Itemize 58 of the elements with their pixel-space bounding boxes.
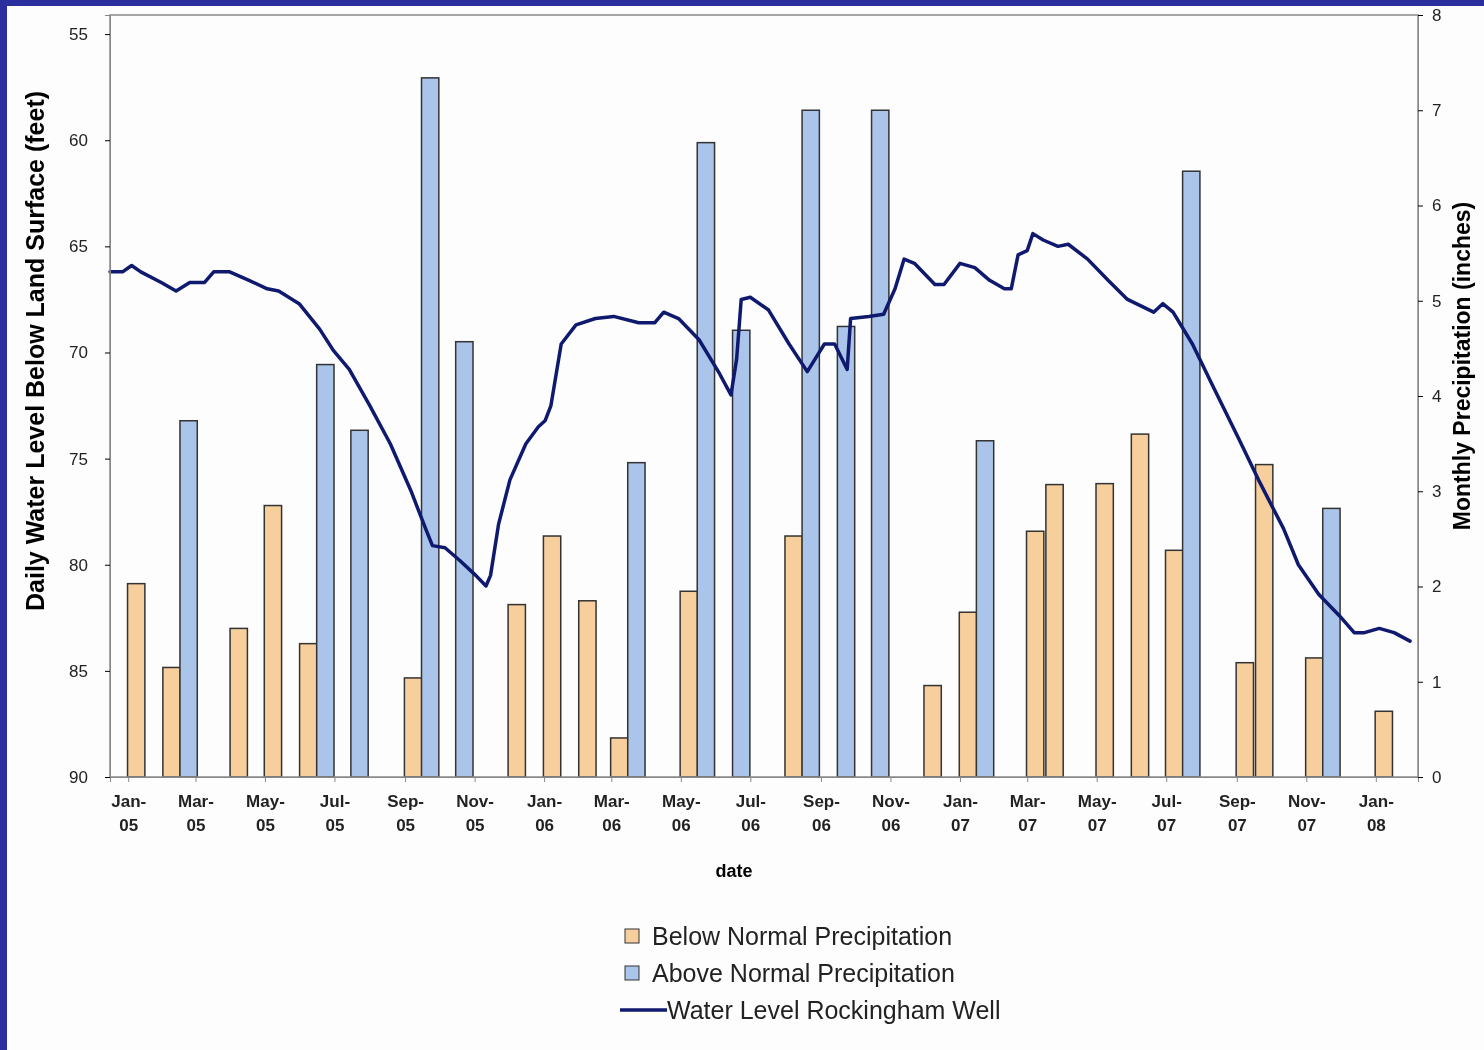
x-tick-label: Nov-06 [872, 792, 910, 835]
x-tick-label: Jul-05 [319, 792, 351, 835]
y2-tick-label: 4 [1432, 386, 1442, 406]
bar [229, 627, 249, 778]
bar [507, 603, 527, 778]
y-tick-label: 80 [69, 555, 88, 575]
y2-tick-label: 2 [1432, 577, 1442, 597]
bar [126, 582, 146, 778]
y-tick-label: 75 [69, 449, 88, 469]
x-tick-label: Jan-07 [942, 792, 978, 835]
x-tick-label: May-05 [246, 792, 285, 835]
bar [263, 504, 283, 778]
x-tick-label: Jan-05 [111, 792, 147, 835]
legend-label: Water Level Rockingham Well [667, 996, 1001, 1024]
y2-tick-label: 8 [1432, 5, 1442, 25]
bar [923, 684, 943, 778]
x-tick-label: Sep-05 [387, 792, 425, 835]
x-tick-label: Mar-05 [178, 792, 214, 835]
x-tick-label: Jan-06 [527, 792, 563, 835]
y2-tick-label: 6 [1432, 196, 1442, 216]
line-series [108, 231, 1412, 643]
y2-tick-label: 5 [1432, 291, 1442, 311]
y2-tick-label: 1 [1432, 672, 1442, 692]
bar [1095, 482, 1115, 778]
x-tick-label: Mar-06 [593, 792, 630, 835]
y-tick-label: 60 [69, 131, 88, 151]
bar [454, 340, 474, 778]
legend-label: Below Normal Precipitation [652, 922, 953, 950]
y-tick-label: 55 [69, 25, 88, 45]
x-tick-label: Sep-07 [1218, 792, 1256, 835]
bar [836, 325, 856, 778]
y-tick-label: 65 [69, 237, 88, 257]
bar [1130, 433, 1150, 778]
y2-axis-title: Monthly Precipitation (inches) [1449, 201, 1475, 531]
x-tick-label: Mar-07 [1009, 792, 1046, 835]
x-axis-title: date [715, 861, 753, 881]
x-tick-label: Nov-05 [456, 792, 494, 835]
y2-tick-label: 3 [1432, 482, 1442, 502]
x-tick-label: Jul-06 [735, 792, 766, 835]
y-tick-label: 70 [69, 343, 88, 363]
y-tick-label: 90 [69, 767, 88, 787]
x-tick-label: Jul-07 [1151, 792, 1182, 835]
bar [577, 600, 597, 778]
bar [350, 429, 369, 778]
x-tick-label: Jan-08 [1358, 792, 1394, 835]
x-tick-label: May-07 [1077, 792, 1117, 835]
y2-tick-label: 7 [1432, 101, 1442, 121]
x-tick-label: Sep-06 [803, 792, 840, 835]
x-tick-label: Nov-07 [1287, 792, 1326, 835]
y-tick-label: 85 [69, 661, 88, 681]
legend-label: Above Normal Precipitation [652, 959, 955, 987]
y-axis-title: Daily Water Level Below Land Surface (feet) [21, 90, 49, 612]
y2-tick-label: 0 [1432, 767, 1442, 787]
bar [731, 329, 751, 778]
bar [1374, 710, 1394, 778]
bar [870, 109, 890, 778]
x-tick-label: May-06 [661, 792, 701, 835]
bar [542, 535, 562, 778]
